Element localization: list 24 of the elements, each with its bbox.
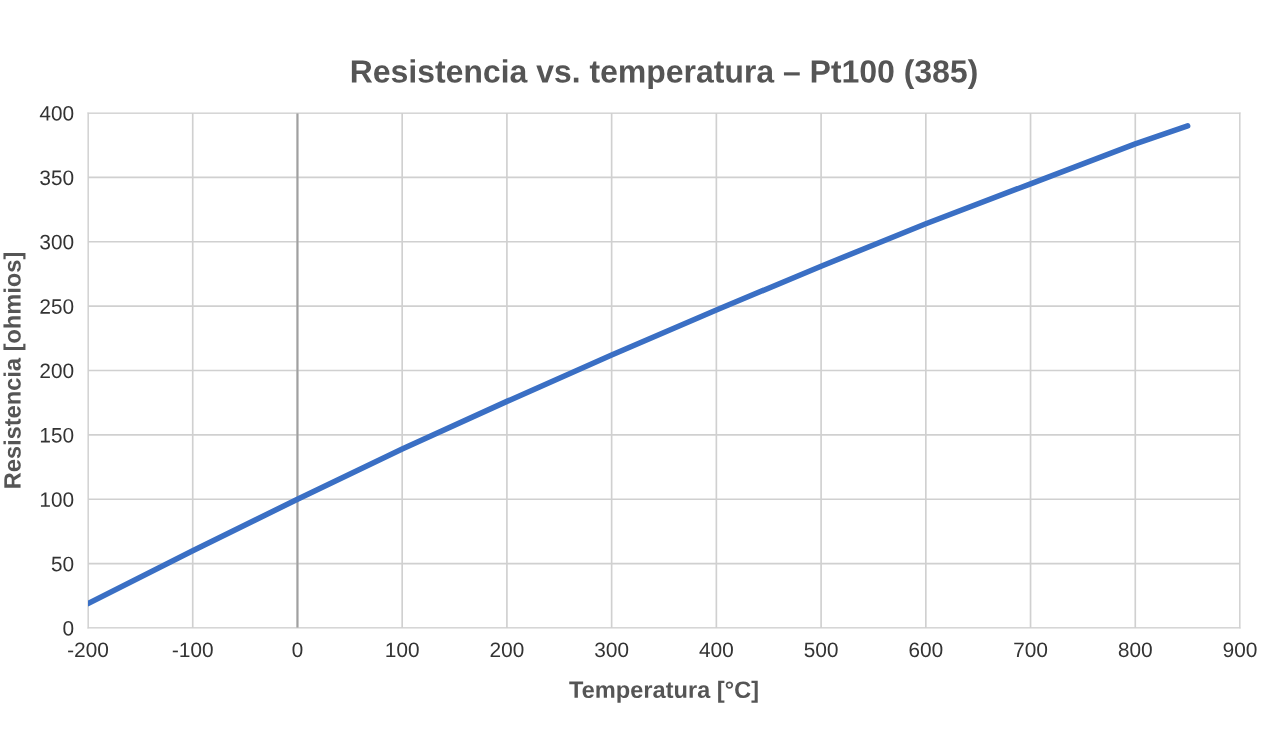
y-tick-label: 300: [40, 234, 74, 250]
y-tick-label: 100: [40, 492, 74, 507]
y-tick-label: 250: [40, 299, 74, 314]
x-tick-label: -100: [172, 642, 213, 658]
y-axis-title: Resistencia [ohmios]: [3, 253, 26, 488]
y-tick-label: 0: [63, 621, 74, 636]
x-axis-title: Temperatura [°C]: [569, 680, 758, 703]
x-tick-label: 200: [490, 642, 524, 658]
y-tick-label: 400: [39, 106, 74, 121]
x-tick-label: 900: [1223, 642, 1257, 658]
x-tick-label: 100: [386, 642, 419, 658]
x-tick-label: 500: [804, 642, 838, 658]
x-tick-label: 800: [1118, 642, 1152, 658]
chart-title: Resistencia vs. temperatura – Pt100 (385): [351, 59, 977, 90]
x-tick-label: 300: [595, 642, 629, 658]
y-tick-label: 150: [40, 427, 74, 443]
y-tick-label: 50: [51, 556, 74, 572]
x-tick-label: -200: [68, 642, 109, 658]
x-tick-label: 700: [1014, 642, 1048, 658]
y-tick-label: 200: [40, 363, 74, 379]
x-tick-label: 400: [699, 642, 733, 658]
y-tick-label: 350: [40, 170, 74, 186]
x-tick-label: 0: [292, 642, 303, 658]
x-tick-label: 600: [909, 642, 943, 658]
